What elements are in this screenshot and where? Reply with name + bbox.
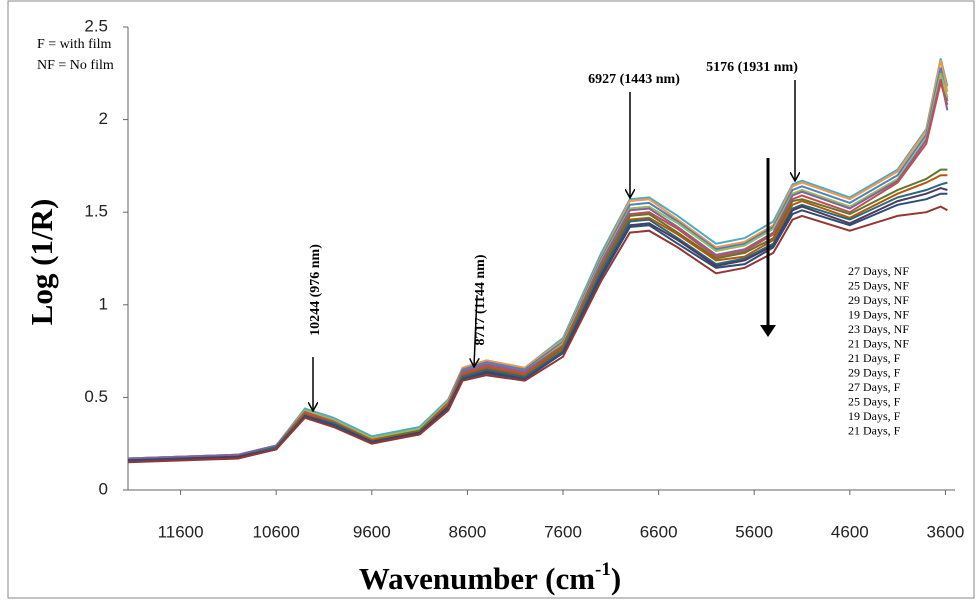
y-tick-label: 2.5 xyxy=(84,16,108,35)
legend-entry: 29 Days, NF xyxy=(848,293,909,307)
annotation-arrow xyxy=(474,294,477,366)
series-line xyxy=(127,78,949,462)
x-tick-label: 5600 xyxy=(735,522,773,541)
y-tick-label: 2 xyxy=(99,109,108,128)
x-tick-label: 4600 xyxy=(831,522,869,541)
annotation: 6927 (1443 nm) xyxy=(588,72,680,87)
legend-entry: 23 Days, NF xyxy=(848,322,909,336)
overlay: F = with film NF = No film 10244 (976 nm… xyxy=(24,37,798,596)
series-line xyxy=(127,73,949,460)
series-line xyxy=(127,60,949,460)
annotation: 10244 (976 nm) xyxy=(308,244,323,336)
series-line xyxy=(127,67,949,460)
legend-entry: 25 Days, F xyxy=(848,394,901,408)
x-tick-label: 7600 xyxy=(544,522,582,541)
x-tick-label: 9600 xyxy=(353,522,391,541)
legend-entry: 19 Days, F xyxy=(848,409,901,423)
y-tick-label: 0.5 xyxy=(84,387,108,406)
x-tick-label: 8600 xyxy=(448,522,486,541)
legend-entry: 27 Days, NF xyxy=(848,264,909,278)
y-axis-title: Log (1/R) xyxy=(24,199,59,326)
axes: 0 0.5 1 1.5 2 2.5 11600 10600 9600 8600 7600 6600 56… xyxy=(84,16,964,541)
series-line xyxy=(127,192,948,462)
legend-entry: 21 Days, F xyxy=(848,351,901,365)
legend-entry: 25 Days, NF xyxy=(848,278,909,292)
annotation: 5176 (1931 nm) xyxy=(706,60,798,75)
legend-entry: 27 Days, F xyxy=(848,380,901,394)
series-line xyxy=(127,205,948,464)
series-line xyxy=(127,181,948,462)
frame xyxy=(7,0,975,599)
series-line xyxy=(127,187,948,462)
x-title-part: Wavenumber (cm xyxy=(359,561,595,596)
legend-entry: 21 Days, F xyxy=(848,423,901,437)
plot-lines xyxy=(127,58,949,464)
x-tick-label: 10600 xyxy=(253,522,300,541)
x-title-sup: -1 xyxy=(595,559,611,580)
legend-entry: 19 Days, NF xyxy=(848,307,909,321)
series-line xyxy=(127,78,949,460)
series-line xyxy=(127,58,949,460)
note: NF = No film xyxy=(37,58,114,73)
series-line xyxy=(127,168,948,462)
x-tick-label: 6600 xyxy=(640,522,678,541)
x-axis-title: Wavenumber (cm-1) xyxy=(359,559,621,596)
legend-entry: 29 Days, F xyxy=(848,365,901,379)
x-tick-label: 11600 xyxy=(158,522,204,541)
y-tick-label: 0 xyxy=(99,479,108,498)
y-tick-label: 1.5 xyxy=(84,202,108,221)
note: F = with film xyxy=(37,37,112,52)
x-title-part: ) xyxy=(611,561,621,596)
x-tick-label: 3600 xyxy=(927,522,965,541)
annotation: 8717 (1144 nm) xyxy=(473,254,488,345)
legend-entry: 21 Days, NF xyxy=(848,336,909,350)
y-tick-label: 1 xyxy=(99,294,108,313)
